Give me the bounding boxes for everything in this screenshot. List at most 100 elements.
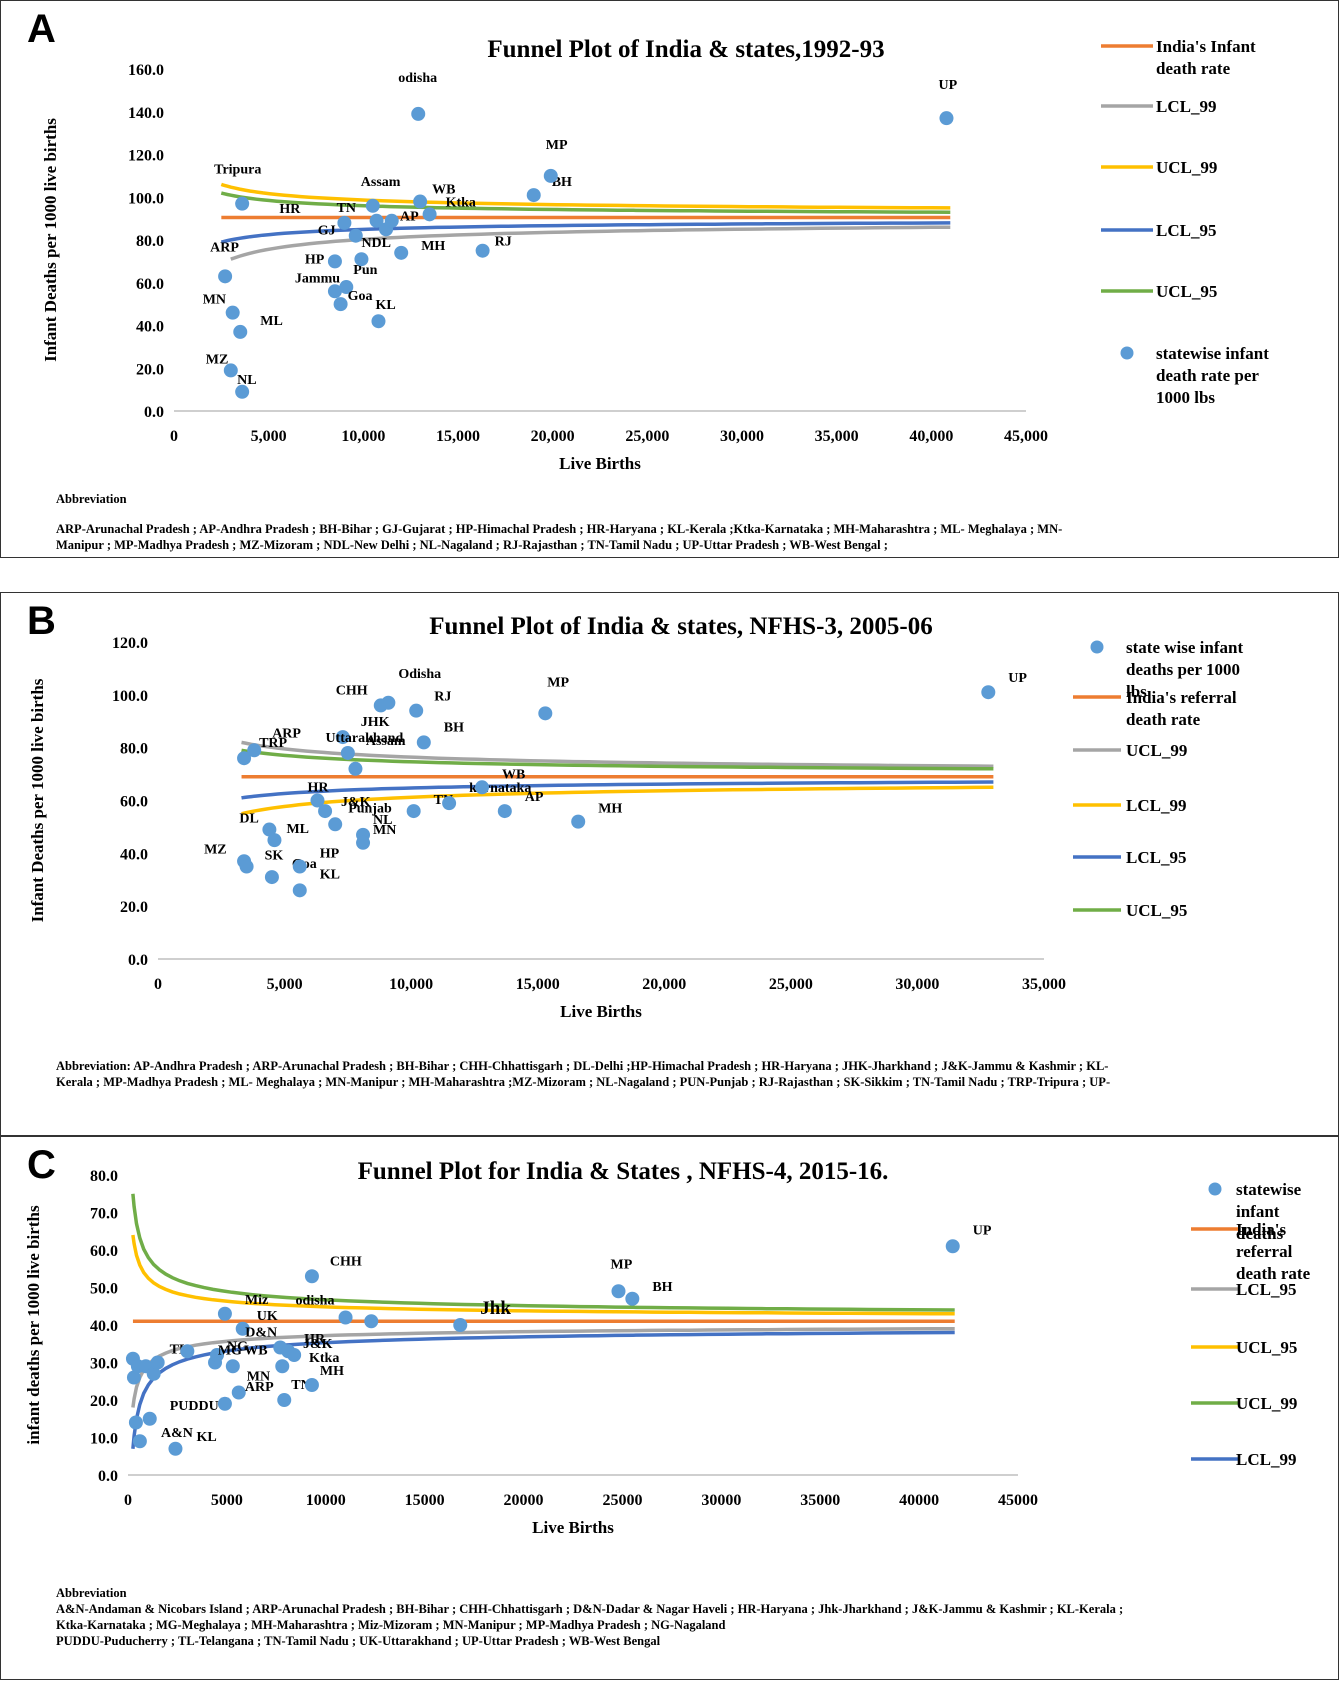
legend-label-lcl-99: LCL_99	[1126, 796, 1186, 815]
y-tick-label: 80.0	[136, 233, 164, 250]
x-axis-label: Live Births	[559, 454, 641, 473]
abbreviation-heading-a: Abbreviation	[56, 492, 127, 506]
legend-label-lcl-95: LCL_95	[1126, 848, 1186, 867]
data-point-tl	[150, 1355, 165, 1370]
point-label-mz: MZ	[206, 352, 229, 367]
point-label-mh: MH	[421, 239, 445, 254]
data-point-wb	[275, 1359, 290, 1374]
data-point-tn	[277, 1393, 292, 1407]
abbreviation-c: Abbreviation A&N-Andaman & Nicobars Isla…	[56, 1585, 1123, 1649]
point-label-tripura: Tripura	[214, 163, 261, 178]
legend-label-ucl-99: UCL_99	[1236, 1394, 1297, 1413]
limit-curve-lcl-95	[241, 780, 994, 800]
x-tick-label: 5000	[211, 1492, 243, 1509]
limit-curve-lcl-95	[220, 221, 951, 244]
point-label-sk: SK	[265, 849, 284, 864]
data-point-unlabeled	[128, 1415, 143, 1430]
data-point-unlabeled	[132, 1434, 147, 1449]
data-point-sk	[239, 859, 254, 874]
point-label-d-n: D&N	[245, 1326, 277, 1341]
data-point-unlabeled	[364, 1314, 379, 1329]
data-point-odisha	[411, 106, 426, 121]
point-label-nl: NL	[373, 813, 392, 828]
limit-curve-ucl-95	[131, 1234, 955, 1316]
point-label-pun: Pun	[353, 263, 377, 278]
data-point-odisha	[381, 695, 396, 710]
point-label-up: UP	[973, 1223, 992, 1238]
point-label-hr: HR	[279, 202, 301, 217]
abbreviation-line: Abbreviation: AP-Andhra Pradesh ; ARP-Ar…	[56, 1059, 1109, 1073]
y-axis-label: Infant Deaths per 1000 live births	[28, 678, 47, 922]
legend-marker-statewise-infant-deaths	[1208, 1182, 1222, 1196]
data-point-mz	[223, 363, 238, 378]
data-point-rj	[475, 243, 490, 258]
data-point-hr	[337, 215, 352, 230]
point-label-mz: MZ	[204, 842, 227, 857]
x-tick-label: 20000	[504, 1492, 544, 1509]
point-label-arp: ARP	[210, 240, 239, 255]
limit-curve-ucl-99	[220, 182, 951, 210]
data-point-arp	[218, 269, 233, 284]
limit-curve-lcl-95	[131, 1327, 955, 1408]
data-point-uttarakhand	[348, 761, 363, 776]
limit-curve-ucl-95	[220, 191, 951, 214]
x-axis-label: Live Births	[532, 1518, 614, 1537]
x-tick-label: 25000	[602, 1492, 642, 1509]
point-label-mn: MN	[247, 1370, 270, 1385]
point-label-mn: MN	[373, 823, 396, 838]
data-point-pun	[339, 280, 354, 295]
point-label-odisha: odisha	[398, 71, 437, 86]
legend-label-lcl-95: LCL_95	[1236, 1280, 1296, 1299]
y-tick-label: 100.0	[128, 190, 164, 207]
legend-label-india-s-referral-death-rate: India's referral death rate	[1236, 1220, 1311, 1283]
point-label-ng: NG	[227, 1340, 248, 1355]
point-label-jammu: Jammu	[295, 271, 340, 286]
point-label-ml: ML	[260, 314, 283, 329]
legend-label-statewise-infant-death-rate-per-1000-lbs: statewise infant death rate per 1000 lbs	[1156, 344, 1269, 407]
data-point-mp	[538, 706, 553, 721]
data-point-assam	[365, 198, 380, 213]
y-tick-label: 140.0	[128, 105, 164, 122]
data-point-tn	[406, 804, 421, 819]
point-label-ktka: Ktka	[446, 195, 476, 210]
data-point-up	[945, 1239, 960, 1254]
data-point-tripura	[235, 196, 250, 211]
point-label-bh: BH	[444, 720, 464, 735]
data-point-kl	[292, 883, 307, 898]
x-tick-label: 5,000	[267, 976, 303, 993]
x-tick-label: 30000	[701, 1492, 741, 1509]
y-axis-label: Infant Deaths per 1000 live births	[41, 118, 60, 362]
panel-b: B Funnel Plot of India & states, NFHS-3,…	[0, 592, 1339, 1136]
legend-label-ucl-95: UCL_95	[1236, 1338, 1297, 1357]
data-point-mh	[571, 814, 586, 829]
x-tick-label: 10,000	[341, 428, 385, 445]
data-point-wb	[475, 780, 490, 795]
abbreviation-heading-c: Abbreviation	[56, 1586, 127, 1600]
data-point-odisha	[338, 1310, 353, 1325]
data-point-puddu	[142, 1411, 157, 1426]
data-point-hp	[327, 254, 342, 269]
point-label-kl: KL	[375, 298, 395, 313]
point-label-up: UP	[938, 78, 957, 93]
point-label-kl: KL	[320, 867, 340, 882]
legend-label-lcl-99: LCL_99	[1236, 1450, 1296, 1469]
point-label-arp: ARP	[245, 1380, 274, 1395]
data-point-jammu	[327, 284, 342, 299]
data-point-ap	[497, 804, 512, 819]
data-point-unlabeled	[318, 804, 333, 819]
limit-curve-ucl-95	[241, 748, 994, 771]
data-point-tn	[369, 213, 384, 228]
annotation-label-j-k: J&K	[341, 795, 371, 810]
point-label-ml: ML	[286, 822, 309, 837]
point-label-gj: GJ	[318, 224, 336, 239]
data-point-jhk	[453, 1318, 468, 1332]
data-point-unlabeled	[210, 1348, 224, 1362]
data-point-hr	[287, 1348, 302, 1362]
data-point-trp	[237, 751, 252, 766]
x-tick-label: 20,000	[531, 428, 575, 445]
funnel-chart-b: Funnel Plot of India & states, NFHS-3, 2…	[28, 613, 1243, 1021]
data-point-ml	[233, 324, 248, 339]
data-point-ndl	[354, 252, 369, 267]
point-label-punjab: Punjab	[348, 801, 392, 816]
y-tick-label: 40.0	[136, 319, 164, 336]
